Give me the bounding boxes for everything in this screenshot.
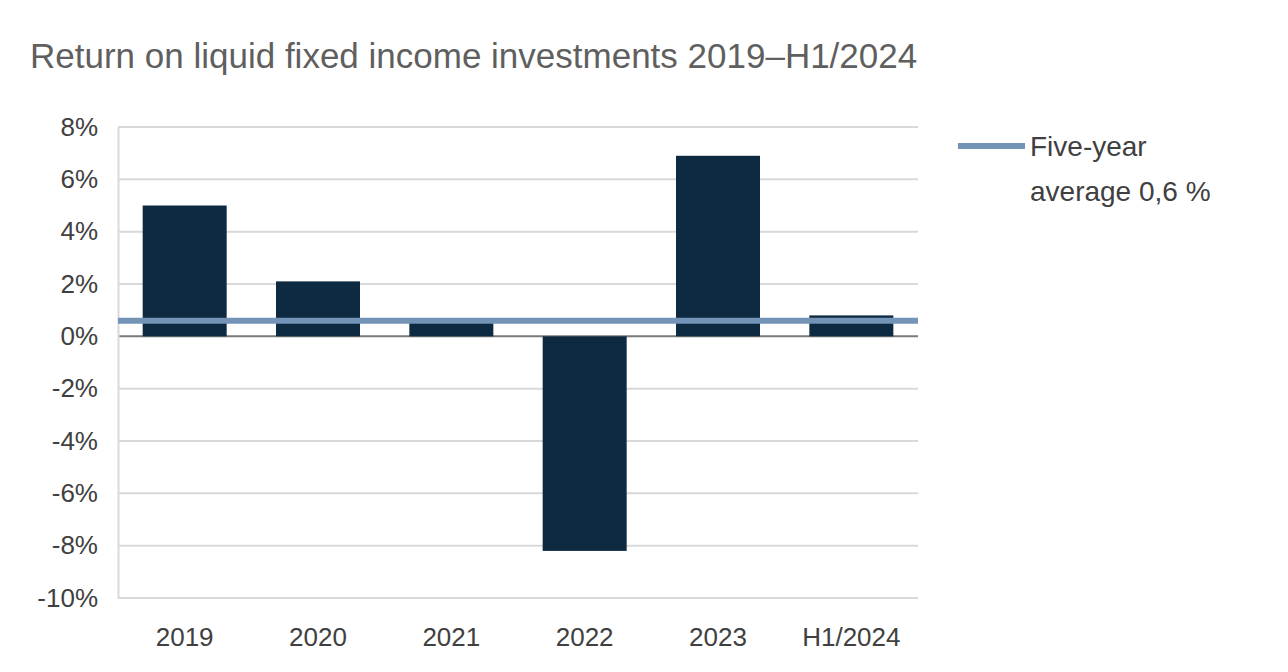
x-tick-label: 2023 — [689, 622, 747, 652]
grid-line — [118, 388, 918, 390]
grid — [118, 127, 918, 598]
y-tick-label: -8% — [52, 530, 98, 560]
y-tick-label: 0% — [60, 321, 98, 351]
y-tick-label: 8% — [60, 112, 98, 142]
y-tick: -8% — [52, 530, 118, 560]
y-tick-label: 6% — [60, 164, 98, 194]
y-axis: -10% -8% -6% -4% -2% 0% 2% 4% 6% 8% — [37, 112, 118, 613]
bar — [143, 206, 227, 337]
y-tick: 4% — [60, 216, 118, 246]
y-tick-label: -10% — [37, 583, 98, 613]
y-tick: 2% — [60, 269, 118, 299]
x-tick-label: 2019 — [156, 622, 214, 652]
bar — [543, 336, 627, 551]
plot: -10%-8%-6%-4%-2%0%2%4%6%8%20192020202120… — [37, 112, 918, 653]
x-axis: 2019 2020 2021 2022 2023 H1/2024 — [156, 598, 901, 652]
grid-line — [118, 335, 918, 337]
grid-line — [118, 492, 918, 494]
grid-line — [118, 283, 918, 285]
y-tick-label: 4% — [60, 216, 98, 246]
grid-line — [118, 597, 918, 599]
y-tick-label: -6% — [52, 478, 98, 508]
legend-swatch — [958, 143, 1025, 149]
y-tick: -6% — [52, 478, 118, 508]
x-tick: 2019 — [156, 598, 214, 652]
y-tick: -10% — [37, 583, 118, 613]
grid-line — [118, 126, 918, 128]
marks — [118, 156, 918, 551]
x-tick-label: H1/2024 — [802, 622, 900, 652]
bar — [676, 156, 760, 337]
y-tick-label: -4% — [52, 426, 98, 456]
average-line — [118, 318, 918, 324]
y-axis-line — [118, 128, 120, 599]
grid-line — [118, 545, 918, 547]
legend: Five-yearaverage 0,6 % — [958, 131, 1211, 207]
title: Return on liquid fixed income investment… — [30, 36, 917, 75]
x-tick: 2022 — [556, 598, 614, 652]
legend-label: Five-yearaverage 0,6 % — [1030, 131, 1211, 207]
y-tick: -2% — [52, 373, 118, 403]
grid-line — [118, 231, 918, 233]
y-tick: 0% — [60, 321, 118, 351]
grid-line — [118, 178, 918, 180]
x-tick-label: 2021 — [422, 622, 480, 652]
x-tick-label: 2022 — [556, 622, 614, 652]
y-tick: -4% — [52, 426, 118, 456]
x-tick-label: 2020 — [289, 622, 347, 652]
x-tick: 2023 — [689, 598, 747, 652]
chart: Return on liquid fixed income investment… — [0, 0, 1288, 672]
y-tick: 8% — [60, 112, 118, 142]
y-tick-label: -2% — [52, 373, 98, 403]
grid-line — [118, 440, 918, 442]
y-tick-label: 2% — [60, 269, 98, 299]
x-tick: H1/2024 — [802, 598, 900, 652]
x-tick: 2021 — [422, 598, 480, 652]
y-tick: 6% — [60, 164, 118, 194]
x-tick: 2020 — [289, 598, 347, 652]
bar — [276, 281, 360, 336]
